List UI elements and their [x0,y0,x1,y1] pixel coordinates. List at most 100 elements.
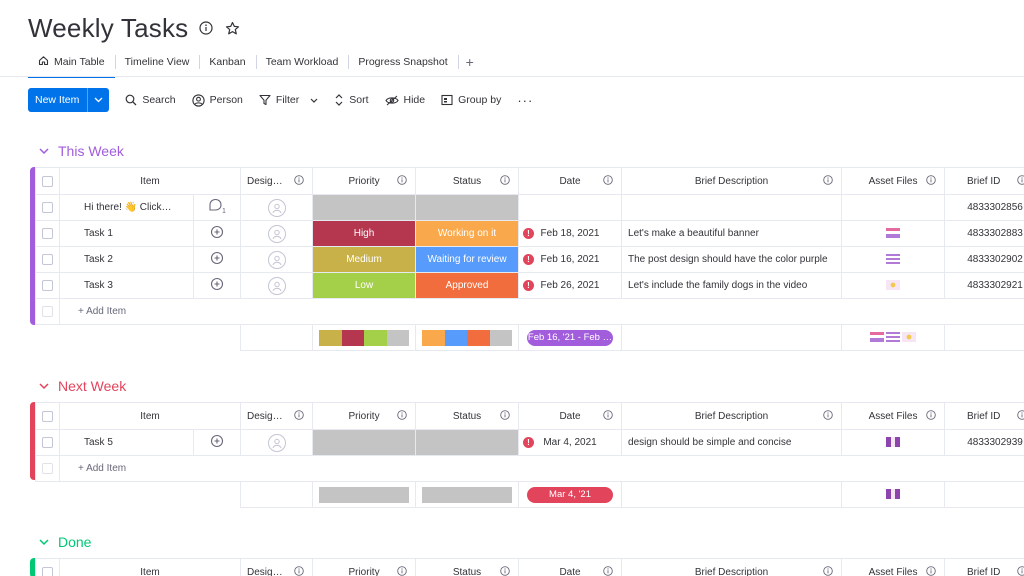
row-checkbox[interactable] [35,246,60,273]
status-cell[interactable] [415,429,520,456]
asset-files-cell[interactable] [841,272,946,299]
add-update-button[interactable] [192,246,242,273]
chevron-down-icon[interactable] [38,145,50,157]
item-name[interactable]: Task 1 [59,220,194,247]
column-header-date[interactable]: Date [518,558,623,576]
item-name[interactable]: Task 2 [59,246,194,273]
priority-summary[interactable] [312,481,417,508]
column-header-priority[interactable]: Priority [312,558,417,576]
column-header-date[interactable]: Date [518,167,623,195]
tab-team-workload[interactable]: Team Workload [255,48,349,76]
status-cell[interactable]: Waiting for review [415,246,520,273]
status-cell[interactable]: Approved [415,272,520,299]
info-icon[interactable] [926,410,936,423]
priority-cell[interactable] [312,194,417,221]
table-row[interactable]: Task 5 ! Mar 4, 2021 design should be sim… [35,429,1024,456]
date-cell[interactable]: ! Feb 18, 2021 [518,220,623,247]
row-checkbox[interactable] [35,220,60,247]
add-item-button[interactable]: + Add Item [58,298,1024,325]
item-name[interactable]: Hi there! 👋 Click… [59,194,194,221]
item-name[interactable]: Task 5 [59,429,194,456]
add-update-button[interactable] [192,272,242,299]
info-icon[interactable] [823,566,833,576]
date-summary[interactable]: Feb 16, '21 - Feb … [518,324,623,351]
date-cell[interactable]: ! Mar 4, 2021 [518,429,623,456]
status-cell[interactable]: Working on it [415,220,520,247]
info-icon[interactable] [294,410,304,423]
asset-files-cell[interactable] [841,194,946,221]
row-checkbox[interactable] [35,272,60,299]
designer-cell[interactable] [240,220,314,247]
add-view-button[interactable]: + [457,48,482,76]
column-header-brief-description[interactable]: Brief Description [621,402,843,430]
tab-kanban[interactable]: Kanban [199,48,255,76]
priority-summary[interactable] [312,324,417,351]
item-name[interactable]: Task 3 [59,272,194,299]
more-options-button[interactable]: ··· [517,92,534,108]
date-cell[interactable] [518,194,623,221]
status-summary[interactable] [415,324,520,351]
designer-cell[interactable] [240,194,314,221]
info-icon[interactable] [500,410,510,423]
add-item-button[interactable]: + Add Item [58,455,1024,482]
info-icon[interactable] [603,175,613,188]
add-update-button[interactable] [192,429,242,456]
group-by-button[interactable]: Group by [441,88,501,112]
designer-cell[interactable] [240,246,314,273]
info-icon[interactable] [1017,175,1024,188]
info-icon[interactable] [926,175,936,188]
group-title[interactable]: This Week [58,143,124,159]
priority-cell[interactable]: Low [312,272,417,299]
column-header-status[interactable]: Status [415,402,520,430]
file-thumbnail-icon[interactable] [886,437,901,448]
asset-files-cell[interactable] [841,246,946,273]
person-filter-button[interactable]: Person [191,88,243,112]
row-checkbox[interactable] [35,429,60,456]
column-header-asset-files[interactable]: Asset Files [841,167,946,195]
group-header-done[interactable]: Done [38,534,91,550]
add-item-row[interactable]: + Add Item [35,298,1024,325]
column-header-item[interactable]: Item [58,558,242,576]
column-header-item[interactable]: Item [58,167,242,195]
info-icon[interactable] [198,20,214,36]
date-cell[interactable]: ! Feb 16, 2021 [518,246,623,273]
add-update-button[interactable] [192,220,242,247]
column-header-date[interactable]: Date [518,402,623,430]
file-thumbnail-icon[interactable] [886,228,901,239]
priority-cell[interactable]: Medium [312,246,417,273]
updates-button[interactable]: 1 [192,194,242,221]
info-icon[interactable] [397,410,407,423]
table-row[interactable]: Task 2 Medium Waiting for review ! Feb 16… [35,246,1024,273]
column-header-brief-description[interactable]: Brief Description [621,167,843,195]
chevron-down-icon[interactable] [310,98,318,103]
group-title[interactable]: Done [58,534,92,550]
info-icon[interactable] [294,175,304,188]
board-title[interactable]: Weekly Tasks [28,12,189,43]
table-row[interactable]: Hi there! 👋 Click… 1 4833302856 [35,194,1024,221]
description-cell[interactable]: design should be simple and concise [621,429,843,456]
column-header-priority[interactable]: Priority [312,402,417,430]
file-thumbnail-icon[interactable] [870,332,885,343]
column-header-priority[interactable]: Priority [312,167,417,195]
asset-files-cell[interactable] [841,220,946,247]
select-all-checkbox[interactable] [35,402,60,430]
select-all-checkbox[interactable] [35,167,60,195]
row-checkbox[interactable] [35,194,60,221]
files-summary[interactable] [841,324,946,351]
info-icon[interactable] [926,566,936,576]
file-thumbnail-icon[interactable] [902,332,917,343]
new-item-button[interactable]: New Item [28,88,110,112]
tab-timeline-view[interactable]: Timeline View [114,48,200,76]
status-cell[interactable] [415,194,520,221]
info-icon[interactable] [397,566,407,576]
file-thumbnail-icon[interactable] [886,332,901,343]
search-button[interactable]: Search [125,88,176,112]
info-icon[interactable] [500,566,510,576]
priority-cell[interactable] [312,429,417,456]
column-header-designer[interactable]: Desig… [240,402,314,430]
column-header-status[interactable]: Status [415,167,520,195]
column-header-designer[interactable]: Desig… [240,558,314,576]
column-header-status[interactable]: Status [415,558,520,576]
select-all-checkbox[interactable] [35,558,60,576]
column-header-brief-description[interactable]: Brief Description [621,558,843,576]
